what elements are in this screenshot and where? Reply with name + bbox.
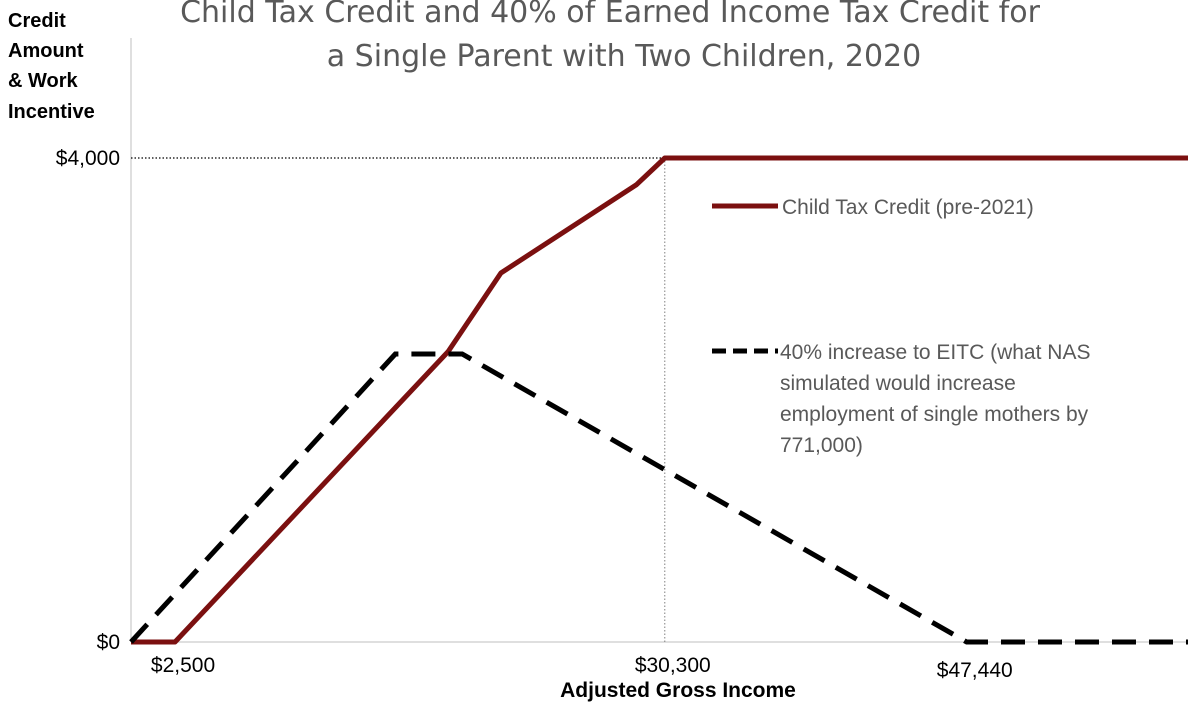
y-axis-label-line-4: Incentive <box>8 101 95 123</box>
chart-title-line-2: a Single Parent with Two Children, 2020 <box>327 39 921 74</box>
x-tick-label-30300: $30,300 <box>635 654 711 677</box>
chart-title-line-1: Child Tax Credit and 40% of Earned Incom… <box>180 0 1040 30</box>
legend-label-eitc-line-3: employment of single mothers by <box>780 403 1089 426</box>
legend-label-eitc-line-4: 771,000) <box>780 434 863 457</box>
legend: Child Tax Credit (pre-2021) 40% increase… <box>712 196 1090 457</box>
y-axis-label-line-3: & Work <box>8 70 79 92</box>
x-axis-label: Adjusted Gross Income <box>560 679 796 702</box>
y-tick-label-0: $0 <box>97 631 120 654</box>
legend-label-eitc-line-2: simulated would increase <box>780 372 1016 395</box>
x-tick-label-47440: $47,440 <box>937 659 1013 682</box>
y-axis-label-line-1: Credit <box>8 10 66 32</box>
legend-label-eitc-line-1: 40% increase to EITC (what NAS <box>780 341 1090 364</box>
y-axis-label-line-2: Amount <box>8 40 84 62</box>
legend-label-child-tax-credit: Child Tax Credit (pre-2021) <box>782 196 1034 219</box>
series-line-eitc-increase <box>129 351 1188 645</box>
series-line-child-tax-credit <box>131 155 1188 645</box>
x-tick-label-2500: $2,500 <box>151 654 215 677</box>
y-tick-label-4000: $4,000 <box>56 147 120 170</box>
